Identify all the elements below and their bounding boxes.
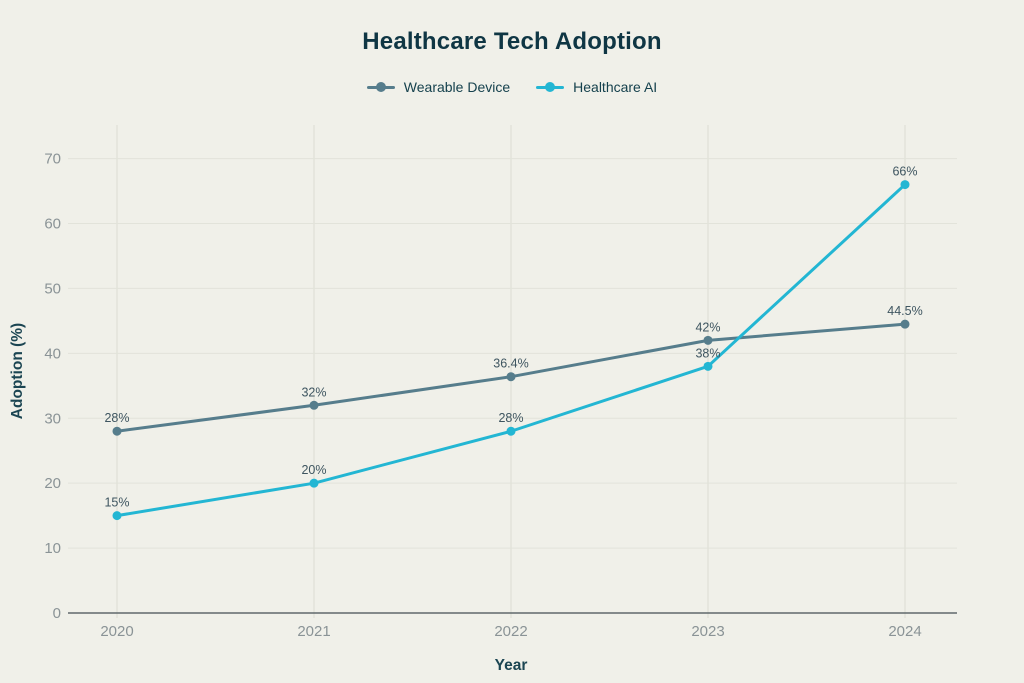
x-tick-label: 2020 — [100, 623, 133, 640]
x-tick-label: 2023 — [691, 623, 724, 640]
data-point-healthcare-ai — [900, 180, 910, 190]
x-tick-label: 2024 — [888, 623, 921, 640]
y-tick-label: 70 — [44, 151, 61, 168]
y-tick-label: 50 — [44, 280, 61, 297]
legend-label-healthcare-ai: Healthcare AI — [573, 79, 658, 95]
y-tick-label: 0 — [53, 605, 61, 622]
legend-item-wearable-device[interactable]: Wearable Device — [366, 79, 511, 95]
data-point-healthcare-ai — [703, 361, 713, 371]
data-label: 20% — [301, 463, 326, 477]
data-point-wearable-device — [703, 335, 713, 345]
legend-line-dot-icon — [536, 82, 565, 92]
data-label: 15% — [104, 496, 129, 510]
data-label: 28% — [104, 411, 129, 425]
y-tick-label: 10 — [44, 540, 61, 557]
data-point-healthcare-ai — [309, 478, 319, 488]
legend-line-dot-icon — [366, 82, 395, 92]
y-tick-label: 60 — [44, 216, 61, 233]
y-tick-label: 40 — [44, 345, 61, 362]
chart-title: Healthcare Tech Adoption — [362, 28, 662, 55]
data-label: 36.4% — [493, 357, 528, 371]
x-tick-label: 2021 — [297, 623, 330, 640]
x-axis-title: Year — [495, 657, 528, 674]
y-axis-title: Adoption (%) — [9, 323, 26, 419]
data-point-wearable-device — [506, 372, 516, 382]
data-label: 42% — [695, 320, 720, 334]
legend-item-healthcare-ai[interactable]: Healthcare AI — [536, 79, 657, 95]
data-label: 38% — [695, 346, 720, 360]
data-label: 32% — [301, 385, 326, 399]
y-tick-label: 20 — [44, 475, 61, 492]
y-tick-label: 30 — [44, 410, 61, 427]
data-point-wearable-device — [309, 400, 319, 410]
data-point-healthcare-ai — [112, 511, 122, 521]
data-label: 28% — [498, 411, 523, 425]
data-point-wearable-device — [900, 319, 910, 329]
legend-label-wearable-device: Wearable Device — [403, 79, 511, 95]
legend: Wearable Device Healthcare AI — [0, 79, 1024, 95]
data-label: 44.5% — [887, 304, 922, 318]
x-tick-label: 2022 — [494, 623, 527, 640]
data-point-healthcare-ai — [506, 426, 516, 436]
data-point-wearable-device — [112, 426, 122, 436]
data-label: 66% — [892, 165, 917, 179]
